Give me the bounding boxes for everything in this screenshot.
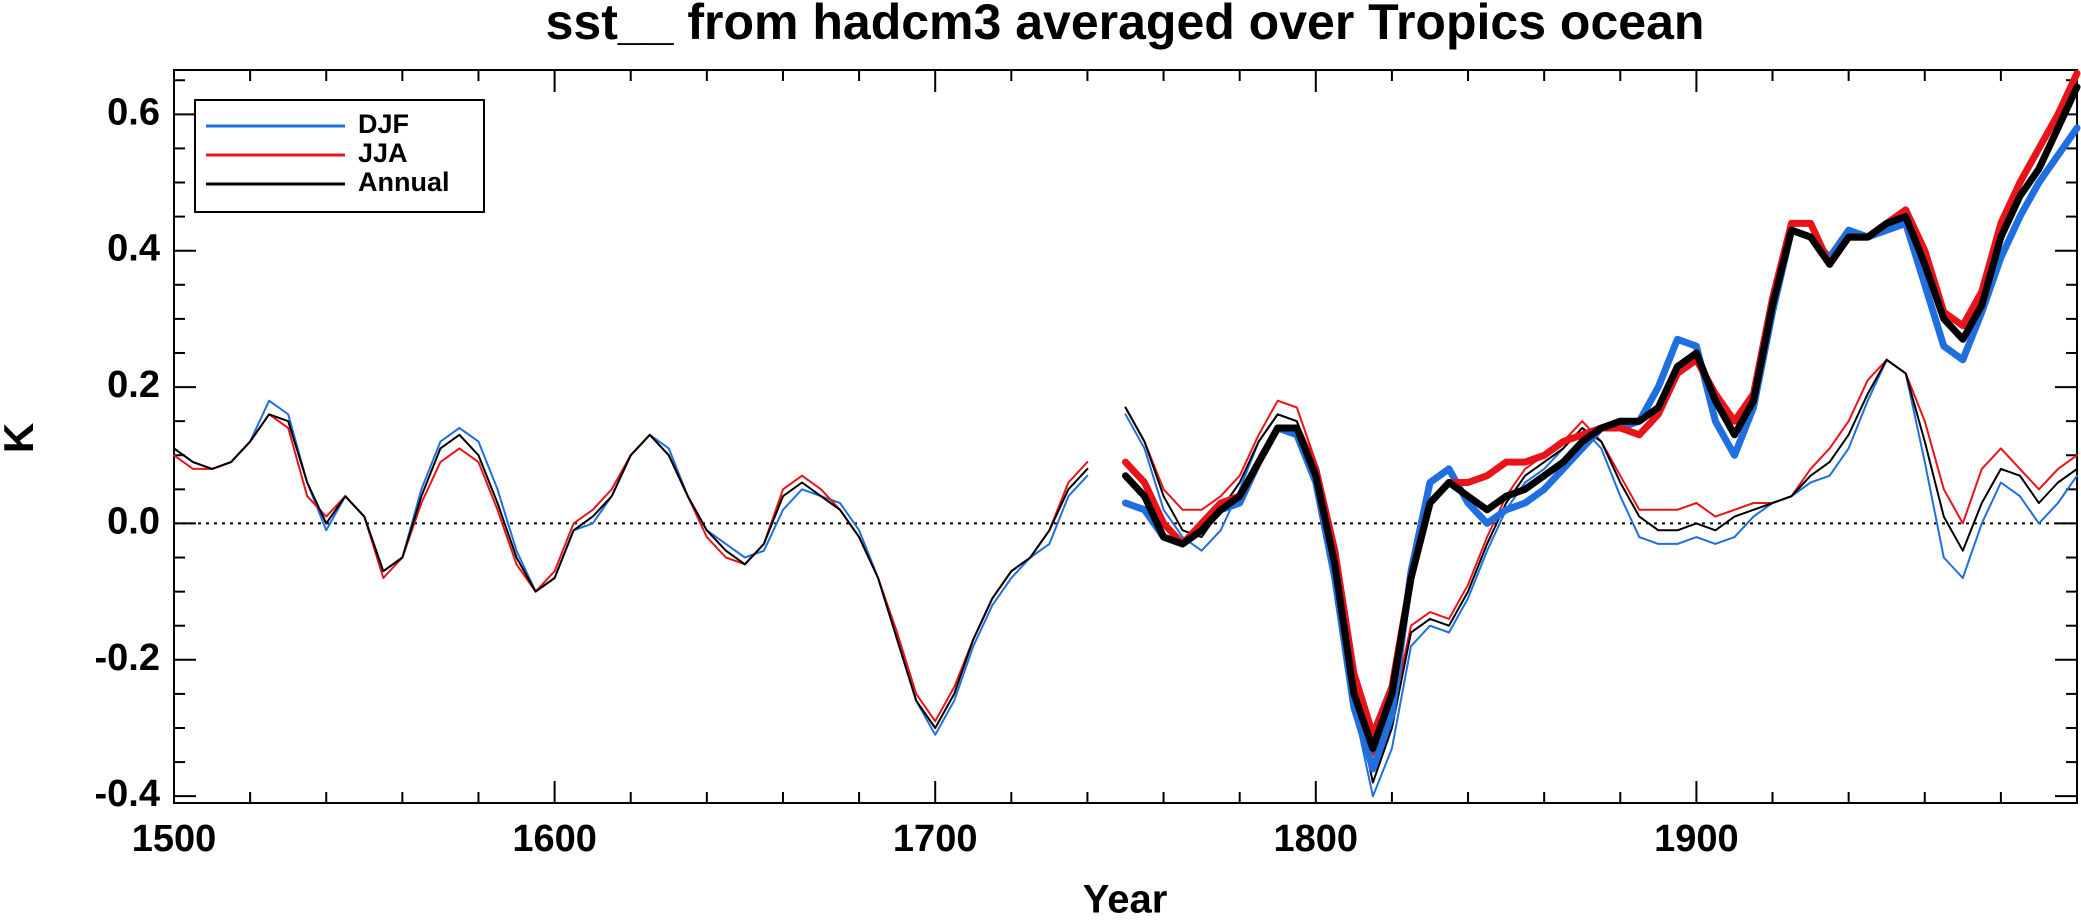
series-line — [1122, 69, 2081, 739]
y-axis-label: K — [0, 423, 42, 453]
legend-label: DJF — [358, 109, 409, 139]
series-line — [173, 358, 2078, 784]
x-tick-label: 1700 — [893, 818, 978, 860]
y-tick-label: 0.4 — [107, 228, 160, 270]
y-tick-label: -0.2 — [95, 637, 160, 679]
legend-label: Annual — [358, 167, 450, 197]
plot-frame — [173, 69, 2078, 804]
x-tick-label: 1500 — [132, 818, 217, 860]
chart-title: sst__ from hadcm3 averaged over Tropics … — [546, 0, 1705, 50]
series-line — [173, 358, 2078, 757]
legend-label: JJA — [358, 138, 408, 168]
y-tick-label: -0.4 — [95, 773, 160, 815]
series-line — [173, 358, 2078, 798]
y-tick-label: 0.6 — [107, 91, 160, 133]
x-axis-label: Year — [1083, 878, 1168, 922]
x-tick-label: 1900 — [1654, 818, 1739, 860]
x-tick-label: 1800 — [1274, 818, 1359, 860]
x-tick-label: 1600 — [512, 818, 597, 860]
y-tick-label: 0.2 — [107, 364, 160, 406]
series-line — [1122, 83, 2081, 752]
y-tick-label: 0.0 — [107, 500, 160, 542]
